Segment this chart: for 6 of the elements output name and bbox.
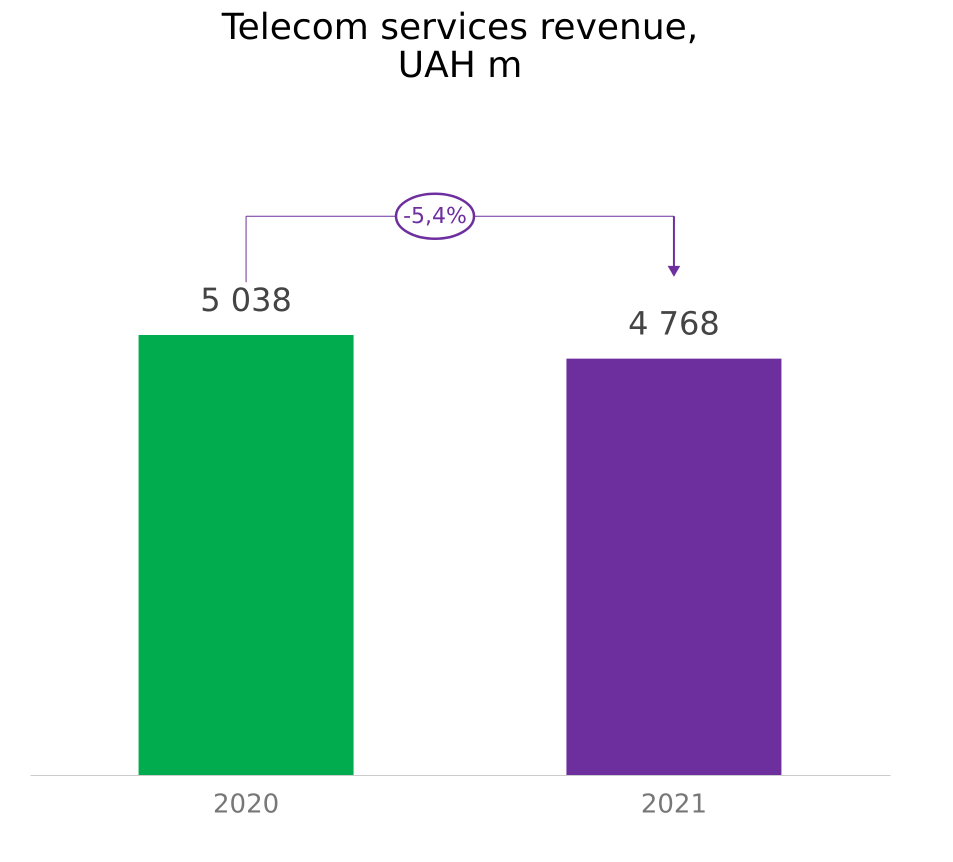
x-tick-label: 2021 [640, 790, 708, 820]
data-label: 4 768 [628, 304, 720, 343]
text: -5,4% [403, 204, 467, 230]
data-label: 5 038 [200, 281, 292, 319]
x-tick-label: 2020 [212, 790, 280, 820]
chart-title: Telecom services revenue, UAH m [220, 7, 698, 86]
